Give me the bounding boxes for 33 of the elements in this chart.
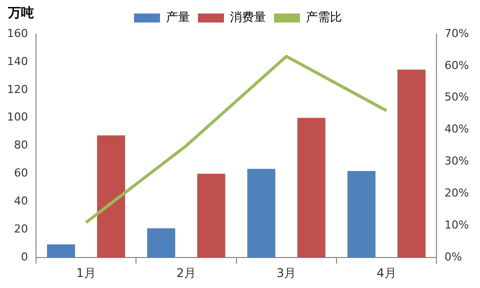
y-tick-label: 40 (14, 194, 28, 208)
bar (197, 174, 226, 258)
y2-tick-label: 50% (444, 90, 470, 104)
y-tick-label: 60 (14, 166, 28, 180)
x-tick-label: 2月 (176, 266, 196, 280)
y2-tick-label: 60% (444, 58, 470, 72)
y2-tick-label: 40% (444, 122, 470, 136)
y2-tick-label: 30% (444, 154, 470, 168)
y-tick-label: 160 (6, 26, 28, 40)
y2-tick-label: 0% (444, 250, 462, 264)
y-tick-label: 120 (6, 82, 28, 96)
legend-label: 消费量 (230, 10, 266, 24)
legend-label: 产需比 (306, 10, 342, 24)
bar (97, 135, 126, 258)
y-tick-label: 140 (6, 54, 28, 68)
x-tick-label: 4月 (376, 266, 396, 280)
bar (397, 70, 426, 258)
bar (147, 228, 176, 258)
bar (297, 118, 326, 258)
legend-label: 产量 (166, 10, 190, 24)
bar (347, 170, 376, 258)
y-tick-label: 20 (14, 222, 28, 236)
y2-tick-label: 70% (444, 26, 470, 40)
y-tick-label: 100 (6, 110, 28, 124)
y2-tick-label: 10% (444, 218, 470, 232)
y2-tick-label: 20% (444, 186, 470, 200)
x-tick-label: 3月 (276, 266, 296, 280)
bar (247, 168, 276, 258)
bar (47, 244, 76, 258)
x-tick-label: 1月 (76, 266, 96, 280)
y-axis-title: 万吨 (8, 5, 34, 22)
y-tick-label: 80 (14, 138, 28, 152)
y-tick-label: 0 (20, 250, 28, 264)
